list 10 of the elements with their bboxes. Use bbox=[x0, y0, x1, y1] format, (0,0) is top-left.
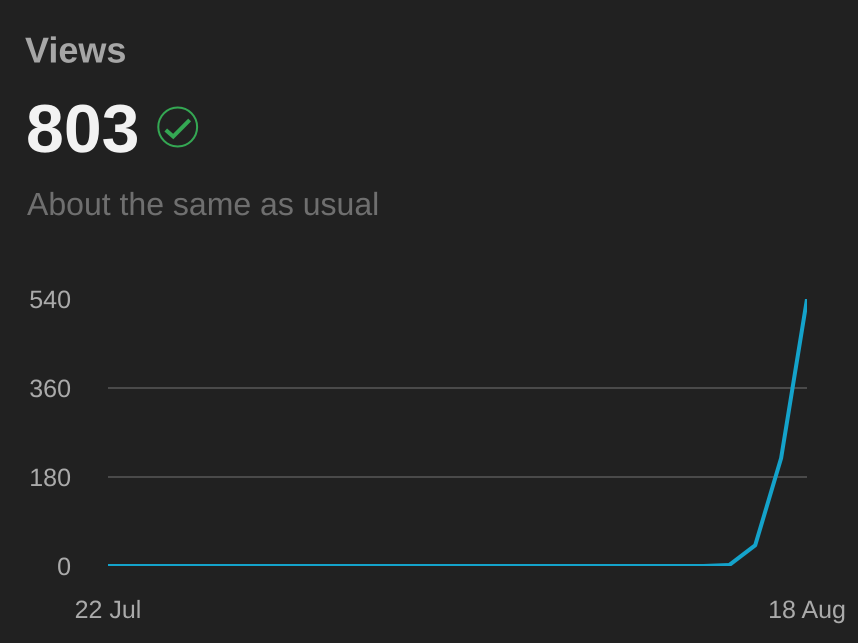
line-series bbox=[108, 299, 807, 566]
y-tick-label: 180 bbox=[29, 464, 71, 492]
x-tick-label: 18 Aug bbox=[768, 596, 846, 624]
chart-subtitle: 803 bbox=[26, 91, 140, 167]
y-tick-label: 0 bbox=[57, 552, 71, 581]
y-tick-label: 540 bbox=[29, 286, 71, 314]
chart-title: Views bbox=[25, 30, 126, 71]
x-tick-label: 22 Jul bbox=[74, 596, 142, 624]
text: About the same as usual bbox=[27, 186, 380, 222]
y-tick-label: 360 bbox=[29, 374, 71, 403]
